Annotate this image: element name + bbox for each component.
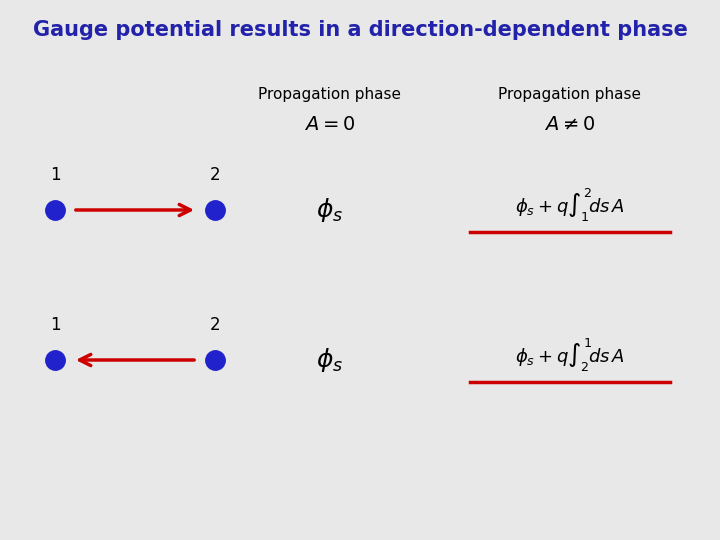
- Text: Propagation phase: Propagation phase: [258, 87, 402, 103]
- Text: $\phi_s$: $\phi_s$: [316, 346, 343, 374]
- Text: 2: 2: [210, 166, 220, 184]
- Text: $\phi_s+q\int_2^1\!ds\,A$: $\phi_s+q\int_2^1\!ds\,A$: [515, 336, 625, 374]
- Text: $A=0$: $A=0$: [305, 116, 356, 134]
- Text: $A\neq 0$: $A\neq 0$: [544, 116, 595, 134]
- Text: $\phi_s+q\int_1^2\!ds\,A$: $\phi_s+q\int_1^2\!ds\,A$: [515, 186, 625, 224]
- Text: $\phi_s$: $\phi_s$: [316, 196, 343, 224]
- Text: Gauge potential results in a direction-dependent phase: Gauge potential results in a direction-d…: [32, 20, 688, 40]
- Text: 1: 1: [50, 316, 60, 334]
- Text: 2: 2: [210, 316, 220, 334]
- Text: 1: 1: [50, 166, 60, 184]
- Text: Propagation phase: Propagation phase: [498, 87, 642, 103]
